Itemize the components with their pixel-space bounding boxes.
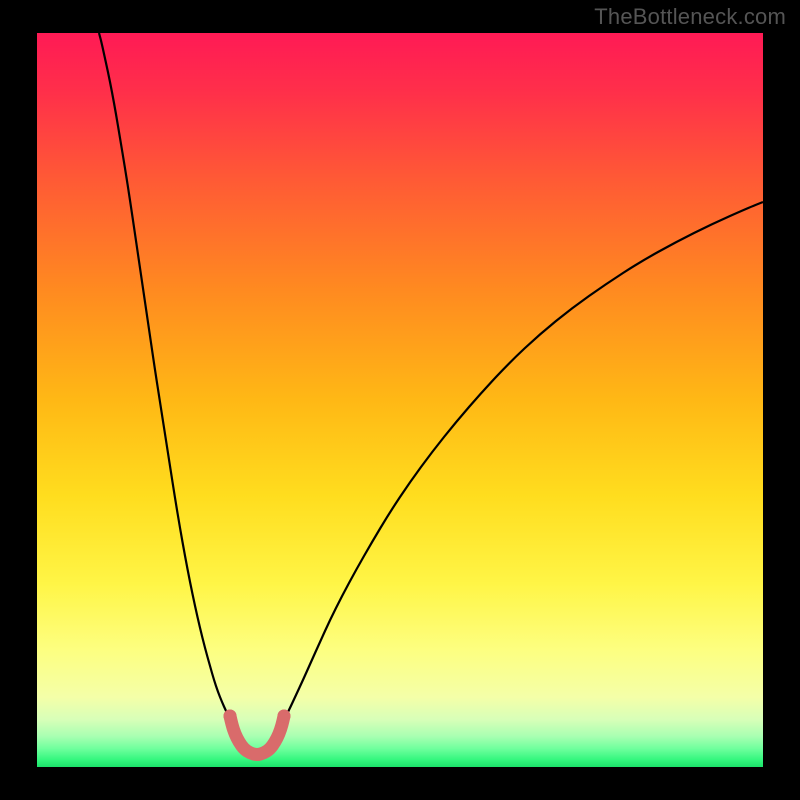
watermark-text: TheBottleneck.com xyxy=(594,4,786,30)
valley-dot-1 xyxy=(278,710,291,723)
bottleneck-chart xyxy=(0,0,800,800)
valley-dot-0 xyxy=(224,710,237,723)
plot-area xyxy=(37,33,763,767)
